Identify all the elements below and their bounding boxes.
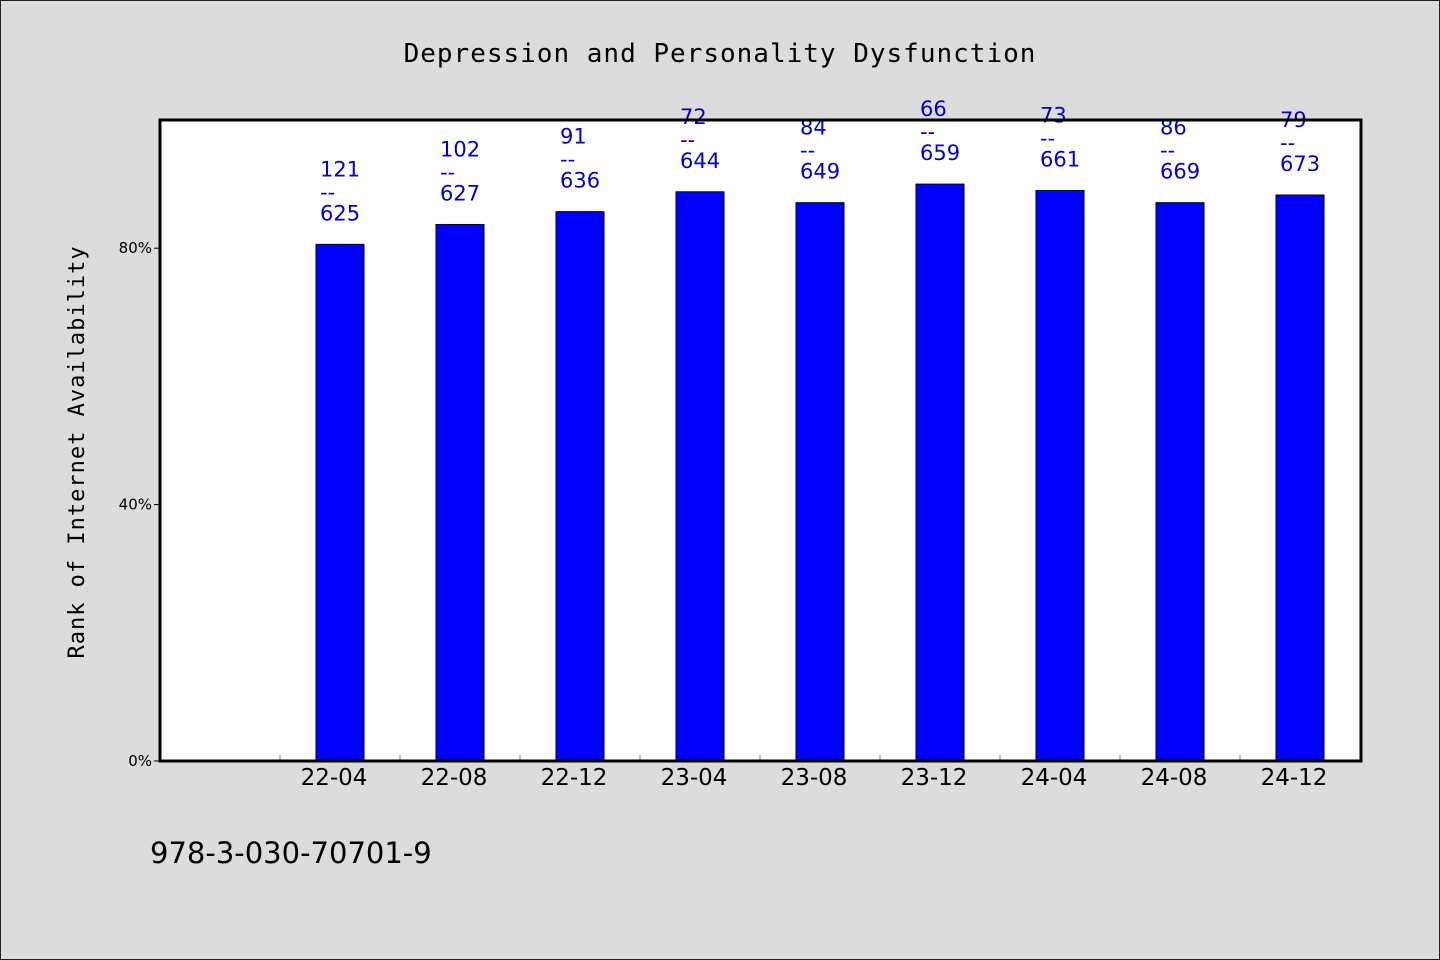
bar bbox=[915, 183, 965, 762]
y-tick-label: 40% bbox=[119, 496, 152, 514]
data-label-top: 102 bbox=[440, 137, 480, 161]
y-axis-label: Rank of Internet Availability bbox=[65, 245, 90, 658]
data-label-top: 121 bbox=[320, 157, 360, 181]
ticks-layer: 0% 40% 80% 22-04 22-08 22-12 23-04 23-08 23-12 24… bbox=[119, 239, 1328, 791]
footer-isbn: 978-3-030-70701-9 bbox=[150, 836, 432, 870]
x-tick-label: 23-04 bbox=[661, 765, 728, 791]
data-label-separator: -- bbox=[440, 160, 455, 184]
data-label-bottom: 649 bbox=[800, 160, 840, 184]
plot-border bbox=[158, 118, 1363, 763]
data-label-bottom: 644 bbox=[680, 149, 720, 173]
data-label-top: 91 bbox=[560, 125, 587, 149]
data-label-bottom: 625 bbox=[320, 201, 360, 225]
data-label-bottom: 636 bbox=[560, 169, 600, 193]
bar bbox=[675, 191, 725, 762]
bar bbox=[1035, 190, 1085, 762]
data-label-bottom: 627 bbox=[440, 181, 480, 205]
data-label-separator: -- bbox=[1040, 127, 1055, 151]
y-tick-label: 0% bbox=[128, 752, 152, 770]
x-tick-label: 23-08 bbox=[781, 765, 848, 791]
data-label-top: 66 bbox=[920, 97, 947, 121]
data-label-separator: -- bbox=[320, 180, 335, 204]
data-label-separator: -- bbox=[1280, 131, 1295, 155]
x-tick-label: 22-04 bbox=[301, 765, 368, 791]
data-label-separator: -- bbox=[680, 128, 695, 152]
x-tick-label: 24-04 bbox=[1021, 765, 1088, 791]
data-label-separator: -- bbox=[800, 139, 815, 163]
bar bbox=[1275, 194, 1325, 762]
data-label-bottom: 659 bbox=[920, 141, 960, 165]
data-label-bottom: 669 bbox=[1160, 160, 1200, 184]
x-tick-label: 22-08 bbox=[421, 765, 488, 791]
chart-title: Depression and Personality Dysfunction bbox=[404, 39, 1037, 69]
bar bbox=[1155, 202, 1205, 762]
data-label-separator: -- bbox=[1160, 139, 1175, 163]
data-label-top: 72 bbox=[680, 105, 707, 129]
data-labels-layer: 121--625102--62791--63672--64484--64966-… bbox=[320, 97, 1320, 225]
data-label-separator: -- bbox=[920, 120, 935, 144]
bar bbox=[315, 243, 365, 762]
data-label-bottom: 673 bbox=[1280, 152, 1320, 176]
x-tick-label: 23-12 bbox=[901, 765, 968, 791]
x-tick-label: 22-12 bbox=[541, 765, 608, 791]
y-tick-label: 80% bbox=[119, 239, 152, 257]
bar bbox=[795, 202, 845, 762]
data-label-top: 73 bbox=[1040, 104, 1067, 128]
bar bbox=[435, 223, 485, 762]
x-tick-label: 24-12 bbox=[1261, 765, 1328, 791]
bar bbox=[555, 211, 605, 762]
x-tick-label: 24-08 bbox=[1141, 765, 1208, 791]
data-label-separator: -- bbox=[560, 148, 575, 172]
bars-layer bbox=[315, 183, 1325, 762]
data-label-bottom: 661 bbox=[1040, 148, 1080, 172]
